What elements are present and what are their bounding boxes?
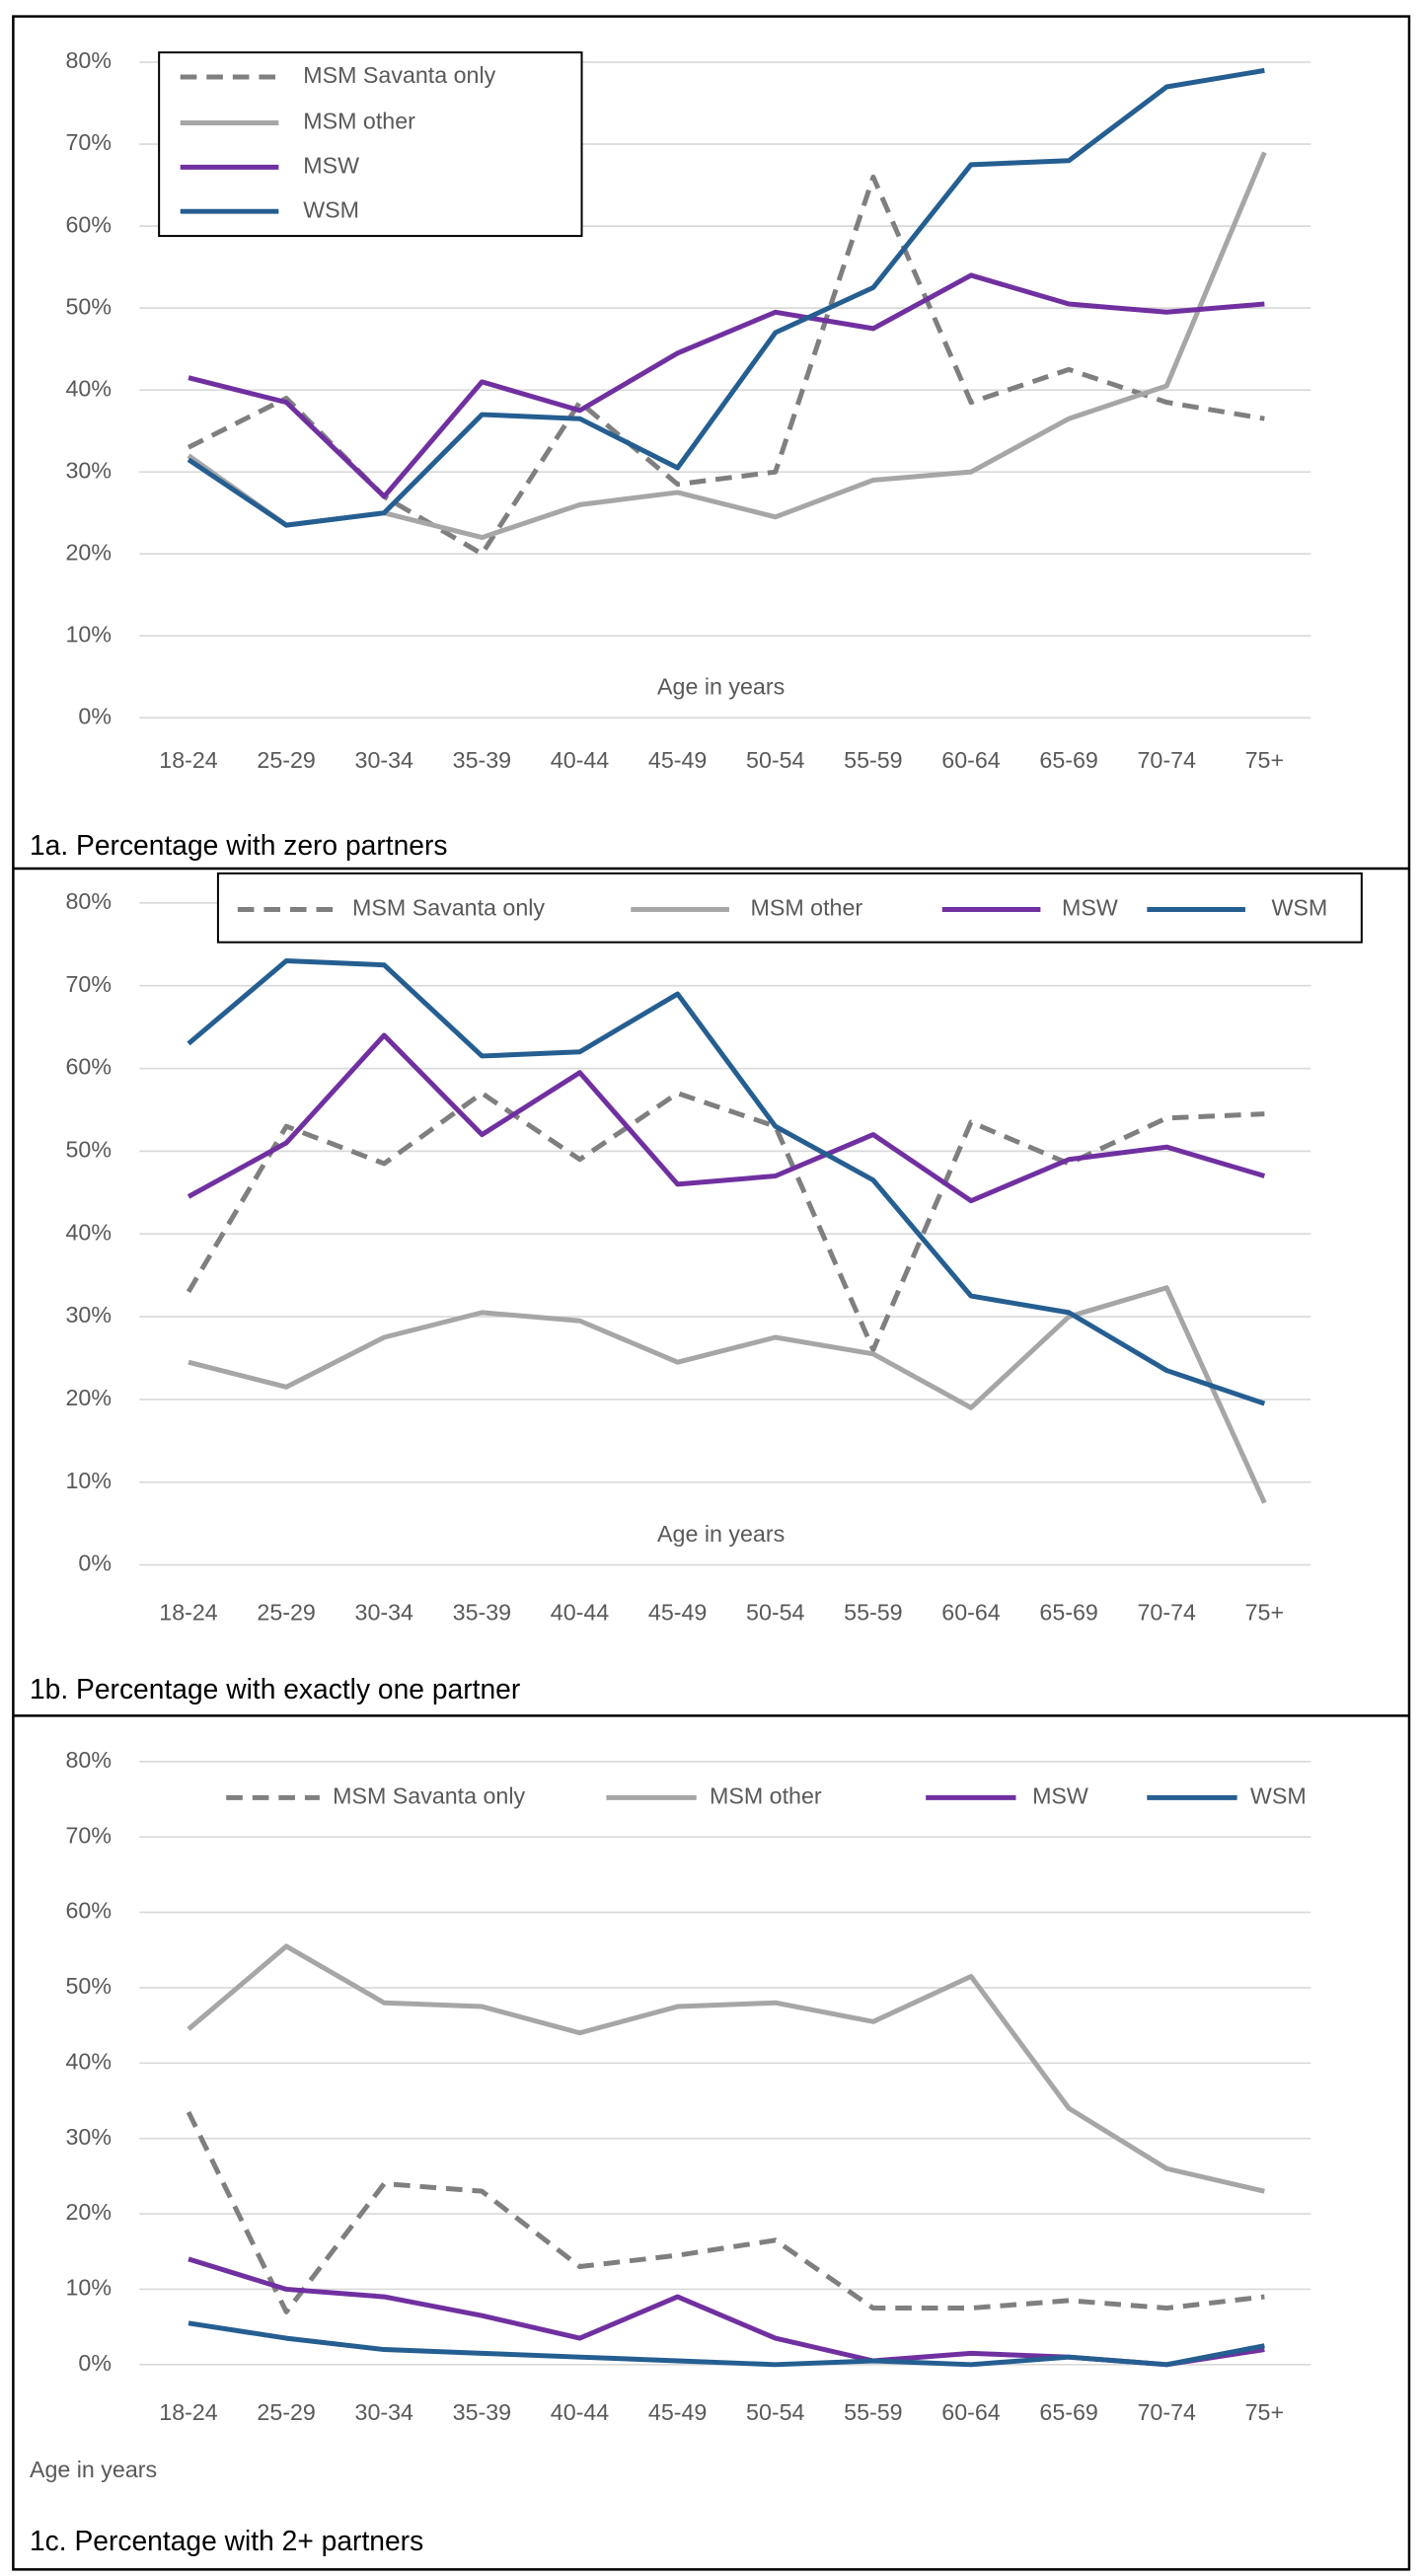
legend-label: MSW bbox=[1062, 895, 1118, 921]
x-axis-label: Age in years bbox=[657, 1521, 785, 1547]
x-tick-label: 60-64 bbox=[941, 747, 1001, 773]
series-line bbox=[187, 67, 1265, 528]
y-tick-label: 40% bbox=[65, 375, 112, 401]
x-tick-label: 30-34 bbox=[355, 747, 414, 773]
panel-caption: 1c. Percentage with 2+ partners bbox=[30, 2525, 423, 2556]
y-tick-label: 40% bbox=[65, 2048, 112, 2074]
legend-label: MSM other bbox=[303, 109, 415, 134]
y-tick-label: 60% bbox=[65, 1898, 112, 1924]
x-tick-label: 30-34 bbox=[355, 1600, 414, 1626]
series-line bbox=[186, 2110, 1265, 2314]
x-tick-label: 45-49 bbox=[648, 2399, 707, 2425]
x-tick-label: 18-24 bbox=[159, 2399, 218, 2425]
x-tick-label: 18-24 bbox=[159, 747, 218, 773]
legend-label: MSM Savanta only bbox=[352, 895, 545, 921]
y-tick-label: 10% bbox=[65, 621, 112, 646]
x-tick-label: 45-49 bbox=[648, 747, 707, 773]
x-tick-label: 70-74 bbox=[1138, 747, 1197, 773]
y-tick-label: 10% bbox=[65, 1468, 112, 1493]
figure-border bbox=[12, 15, 1411, 2571]
x-tick-label: 75+ bbox=[1245, 2399, 1284, 2425]
y-tick-label: 70% bbox=[65, 129, 112, 155]
x-tick-label: 65-69 bbox=[1039, 2399, 1097, 2425]
y-tick-label: 20% bbox=[65, 539, 112, 565]
series-line bbox=[187, 1032, 1266, 1204]
y-tick-label: 30% bbox=[65, 1302, 112, 1327]
x-tick-label: 25-29 bbox=[257, 747, 315, 773]
legend-label: MSM other bbox=[751, 895, 863, 921]
x-tick-label: 55-59 bbox=[844, 747, 902, 773]
x-axis-label: Age in years bbox=[30, 2457, 157, 2482]
y-tick-label: 10% bbox=[65, 2275, 112, 2301]
x-tick-label: 40-44 bbox=[551, 747, 610, 773]
x-tick-label: 30-34 bbox=[355, 2399, 414, 2425]
x-tick-label: 50-54 bbox=[746, 2399, 805, 2425]
x-tick-label: 70-74 bbox=[1138, 2399, 1197, 2425]
x-tick-label: 75+ bbox=[1245, 1600, 1284, 1626]
x-tick-label: 60-64 bbox=[941, 2399, 1001, 2425]
y-tick-label: 80% bbox=[65, 888, 112, 914]
legend-label: WSM bbox=[1271, 895, 1327, 921]
legend-label: MSW bbox=[303, 152, 359, 178]
y-tick-label: 0% bbox=[78, 1551, 112, 1576]
y-tick-label: 50% bbox=[65, 293, 112, 319]
y-tick-label: 50% bbox=[65, 1973, 112, 1999]
y-tick-label: 70% bbox=[65, 1822, 112, 1848]
y-tick-label: 60% bbox=[65, 211, 112, 237]
x-tick-label: 35-39 bbox=[453, 2399, 511, 2425]
x-tick-label: 35-39 bbox=[453, 1600, 511, 1626]
y-tick-label: 30% bbox=[65, 2124, 112, 2150]
x-tick-label: 50-54 bbox=[746, 747, 805, 773]
x-tick-label: 50-54 bbox=[746, 1600, 805, 1626]
x-tick-label: 75+ bbox=[1245, 747, 1284, 773]
panel-caption: 1b. Percentage with exactly one partner bbox=[30, 1673, 520, 1705]
series-line bbox=[187, 272, 1265, 499]
x-tick-label: 25-29 bbox=[257, 2399, 315, 2425]
x-tick-label: 40-44 bbox=[551, 2399, 610, 2425]
x-tick-label: 55-59 bbox=[844, 2399, 902, 2425]
legend-box bbox=[158, 51, 583, 238]
x-tick-label: 60-64 bbox=[941, 1600, 1001, 1626]
y-tick-label: 80% bbox=[65, 1747, 112, 1773]
y-tick-label: 50% bbox=[65, 1137, 112, 1163]
x-tick-label: 65-69 bbox=[1039, 1600, 1097, 1626]
legend-label: MSW bbox=[1032, 1782, 1088, 1808]
x-tick-label: 18-24 bbox=[159, 1600, 218, 1626]
x-tick-label: 35-39 bbox=[453, 747, 511, 773]
y-tick-label: 0% bbox=[78, 703, 112, 728]
y-tick-label: 20% bbox=[65, 2199, 112, 2225]
y-tick-label: 70% bbox=[65, 971, 112, 997]
x-tick-label: 25-29 bbox=[257, 1600, 315, 1626]
legend-label: MSM other bbox=[710, 1782, 822, 1808]
y-tick-label: 60% bbox=[65, 1054, 112, 1080]
x-tick-label: 65-69 bbox=[1039, 747, 1097, 773]
legend-label: MSM Savanta only bbox=[303, 62, 495, 88]
y-tick-label: 0% bbox=[78, 2350, 112, 2376]
x-tick-label: 40-44 bbox=[551, 1600, 610, 1626]
x-axis-label: Age in years bbox=[657, 673, 785, 699]
y-tick-label: 30% bbox=[65, 457, 112, 483]
x-tick-label: 45-49 bbox=[648, 1600, 707, 1626]
legend-label: WSM bbox=[303, 196, 359, 222]
panel-caption: 1a. Percentage with zero partners bbox=[30, 829, 448, 861]
series-line bbox=[187, 2320, 1265, 2368]
legend-label: MSM Savanta only bbox=[333, 1782, 525, 1808]
series-line bbox=[187, 958, 1266, 1406]
series-line bbox=[187, 1943, 1265, 2194]
x-tick-label: 70-74 bbox=[1138, 1600, 1197, 1626]
series-line bbox=[187, 1285, 1267, 1504]
y-tick-label: 20% bbox=[65, 1385, 112, 1410]
x-tick-label: 55-59 bbox=[844, 1600, 902, 1626]
y-tick-label: 80% bbox=[65, 47, 112, 73]
legend-label: WSM bbox=[1250, 1782, 1307, 1808]
y-tick-label: 40% bbox=[65, 1219, 112, 1245]
